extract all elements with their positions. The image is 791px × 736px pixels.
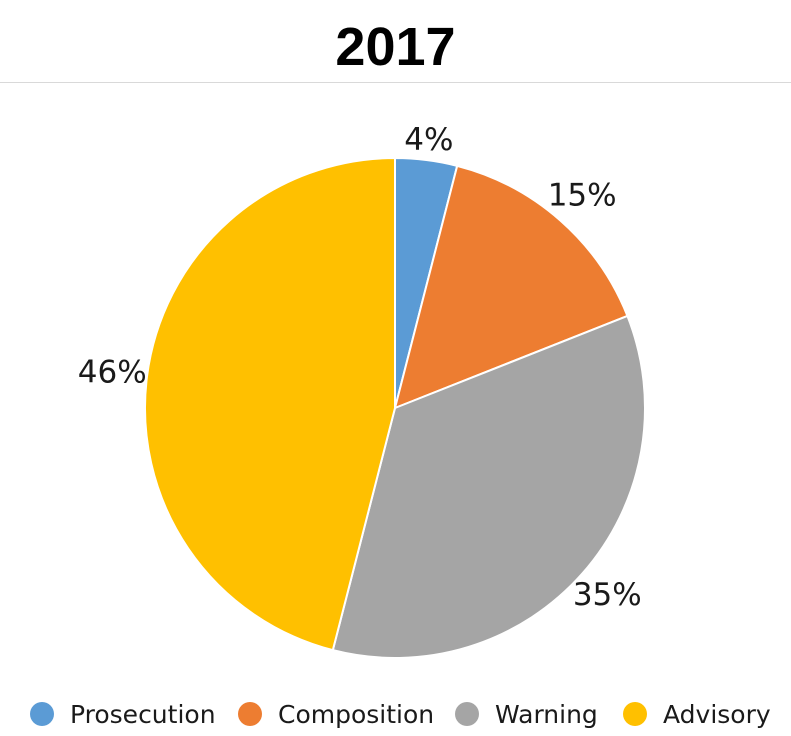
legend-item-composition: Composition	[238, 696, 434, 732]
chart-frame	[0, 82, 791, 736]
pie-slice-composition	[393, 164, 629, 410]
legend-marker-advisory	[623, 702, 647, 726]
legend-item-prosecution: Prosecution	[30, 696, 216, 732]
legend-marker-composition	[238, 702, 262, 726]
chart-title: 2017	[335, 17, 456, 77]
legend-marker-prosecution	[30, 702, 54, 726]
legend-label-prosecution: Prosecution	[70, 699, 216, 729]
legend: Prosecution Composition Warning Advisory	[0, 696, 791, 732]
data-label-composition: 15%	[548, 178, 617, 214]
data-label-advisory: 46%	[78, 354, 147, 390]
legend-marker-warning	[455, 702, 479, 726]
data-label-warning: 35%	[573, 577, 642, 613]
pie-slices	[144, 156, 646, 659]
legend-label-composition: Composition	[278, 699, 435, 729]
pie-slice-warning	[331, 314, 646, 659]
legend-label-warning: Warning	[495, 699, 598, 729]
pie-data-labels: 4% 15% 35% 46%	[78, 122, 642, 613]
pie-slice-advisory	[144, 156, 396, 652]
data-label-prosecution: 4%	[404, 122, 453, 158]
legend-item-advisory: Advisory	[623, 696, 771, 732]
legend-label-advisory: Advisory	[663, 699, 771, 729]
legend-item-warning: Warning	[455, 696, 598, 732]
